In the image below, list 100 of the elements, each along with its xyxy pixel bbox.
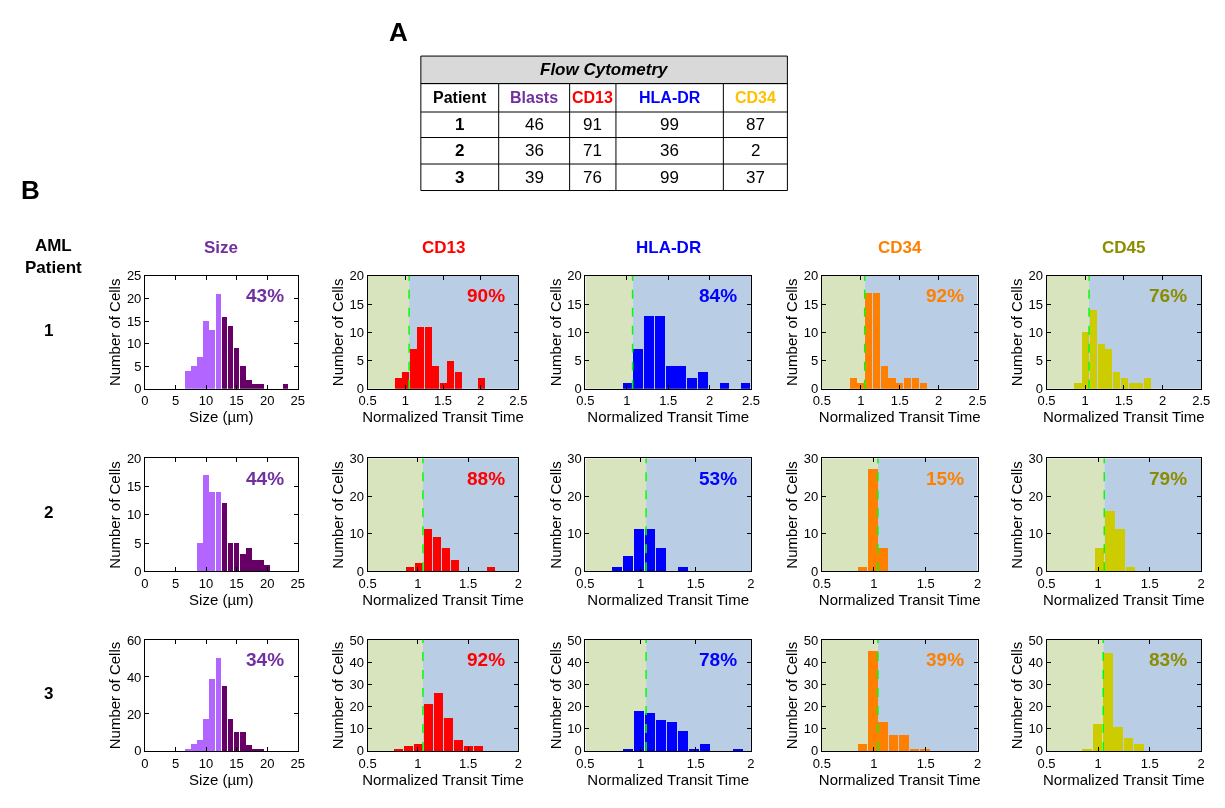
x-axis-title: Normalized Transit Time <box>1043 590 1205 608</box>
x-tick-label: 2 <box>1158 393 1167 409</box>
x-tick-label: 1 <box>623 393 631 409</box>
y-tick-label: 20 <box>1028 699 1043 715</box>
category-label: Patient <box>433 89 488 106</box>
y-tick-label: 10 <box>567 324 582 340</box>
category-label: HLA-DR <box>639 89 701 106</box>
annotation: 79% <box>1149 468 1188 489</box>
y-axis-title: Number of Cells <box>1007 641 1025 750</box>
y-tick-label: 30 <box>803 451 819 467</box>
x-axis-title: Size (µm) <box>189 590 254 608</box>
y-tick-label: 0 <box>134 563 142 579</box>
x-tick-label: 10 <box>198 575 214 591</box>
x-tick-label: 2 <box>514 755 523 771</box>
annotation: 39% <box>926 649 965 670</box>
x-tick-label: 5 <box>171 755 180 771</box>
y-tick-label: 20 <box>349 488 365 504</box>
y-tick-label: 50 <box>1028 632 1043 648</box>
x-tick-label: 2 <box>477 393 485 409</box>
y-tick-label: 5 <box>574 353 582 369</box>
y-tick-label: 15 <box>349 296 365 312</box>
x-tick-label: 2 <box>514 575 523 591</box>
y-axis-title: Number of Cells <box>783 641 801 750</box>
y-axis-title: Number of Cells <box>106 641 124 750</box>
x-tick-label: 1.5 <box>433 393 453 409</box>
x-tick-label: 1.5 <box>686 755 705 771</box>
chart-title: Size <box>204 238 239 257</box>
x-tick-label: 5 <box>171 575 180 591</box>
y-tick-label: 30 <box>803 676 819 692</box>
y-axis-title: Number of Cells <box>1007 461 1025 569</box>
annotation: 88% <box>467 468 506 489</box>
y-tick-label: 10 <box>1028 721 1043 737</box>
text: 3 <box>44 684 54 703</box>
x-tick-label: 20 <box>259 575 275 591</box>
text: 37 <box>746 168 765 187</box>
text: A <box>389 17 408 47</box>
y-tick-label: 10 <box>567 721 582 737</box>
text: 87 <box>746 115 765 134</box>
x-tick-label: 15 <box>229 393 244 409</box>
x-tick-label: 2 <box>973 755 982 771</box>
y-tick-label: 15 <box>1028 296 1043 312</box>
x-tick-label: 1 <box>401 393 409 409</box>
x-tick-label: 2.5 <box>741 393 760 409</box>
y-tick-label: 5 <box>134 535 142 551</box>
x-tick-label: 10 <box>198 755 214 771</box>
annotation: 53% <box>699 468 738 489</box>
text: 36 <box>525 141 544 160</box>
y-tick-label: 10 <box>567 526 582 542</box>
y-axis-title: Number of Cells <box>328 641 346 750</box>
y-axis-title: Number of Cells <box>1007 278 1025 387</box>
x-axis-title: Normalized Transit Time <box>587 590 750 608</box>
y-tick-label: 0 <box>134 743 142 759</box>
x-axis-title: Normalized Transit Time <box>818 770 981 788</box>
y-tick-label: 50 <box>349 632 365 648</box>
x-axis-title: Normalized Transit Time <box>587 770 750 788</box>
category-label: CD34 <box>735 89 777 106</box>
x-tick-label: 1 <box>870 755 878 771</box>
x-tick-label: 2 <box>973 575 982 591</box>
x-tick-label: 1 <box>857 393 865 409</box>
y-tick-label: 60 <box>126 632 142 648</box>
y-tick-label: 20 <box>567 488 582 504</box>
text: Flow Cytometry <box>540 60 670 79</box>
y-tick-label: 10 <box>349 324 365 340</box>
y-tick-label: 20 <box>1028 488 1043 504</box>
y-tick-label: 40 <box>126 669 142 685</box>
y-tick-label: 15 <box>126 313 142 329</box>
y-tick-label: 50 <box>567 632 582 648</box>
y-tick-label: 10 <box>803 526 819 542</box>
category-label: 1 <box>455 115 465 134</box>
category-label: 3 <box>455 168 465 187</box>
annotation: 92% <box>467 649 506 670</box>
y-tick-label: 15 <box>126 479 142 495</box>
y-tick-label: 25 <box>126 268 142 284</box>
x-tick-label: 2.5 <box>1192 393 1211 409</box>
x-tick-label: 1.5 <box>890 393 909 409</box>
category-label: 2 <box>751 141 761 160</box>
x-tick-label: 2 <box>747 755 755 771</box>
y-axis-title: Number of Cells <box>783 461 801 569</box>
annotation: 76% <box>1149 285 1188 306</box>
y-tick-label: 30 <box>567 676 582 692</box>
y-tick-label: 40 <box>349 654 365 670</box>
y-tick-label: 50 <box>803 632 819 648</box>
y-tick-label: 10 <box>803 324 819 340</box>
x-tick-label: 1.5 <box>1140 575 1159 591</box>
x-tick-label: 1 <box>414 575 422 591</box>
text: 71 <box>583 141 602 160</box>
x-tick-label: 2 <box>1197 755 1205 771</box>
y-tick-label: 20 <box>126 291 142 307</box>
y-tick-label: 30 <box>567 451 582 467</box>
y-tick-label: 30 <box>1028 451 1043 467</box>
x-tick-label: 2 <box>747 575 755 591</box>
x-tick-label: 2 <box>935 393 943 409</box>
y-tick-label: 5 <box>811 353 819 369</box>
x-tick-label: 1 <box>414 755 422 771</box>
x-axis-title: Size (µm) <box>189 770 254 788</box>
y-axis-title: Number of Cells <box>546 641 564 750</box>
y-tick-label: 40 <box>803 654 819 670</box>
y-axis-title: Number of Cells <box>328 278 346 387</box>
x-tick-label: 1 <box>636 755 645 771</box>
y-tick-label: 10 <box>1028 324 1043 340</box>
